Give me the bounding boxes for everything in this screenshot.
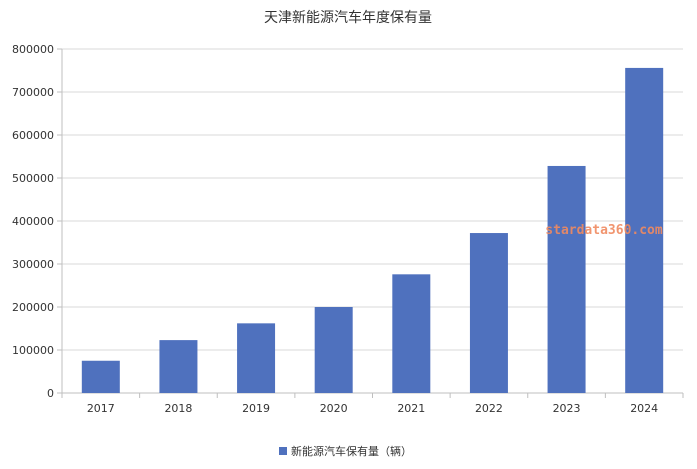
- bar-2017[interactable]: [81, 360, 120, 393]
- x-tick-label: 2020: [320, 402, 348, 415]
- x-tick-label: 2024: [630, 402, 658, 415]
- y-tick-label: 800000: [12, 43, 54, 56]
- bar-2018[interactable]: [159, 340, 198, 393]
- y-tick-label: 0: [47, 387, 54, 400]
- bar-2022[interactable]: [469, 233, 508, 393]
- y-tick-label: 100000: [12, 344, 54, 357]
- y-tick-label: 500000: [12, 172, 54, 185]
- bar-2020[interactable]: [314, 307, 353, 393]
- x-tick-label: 2021: [397, 402, 425, 415]
- bar-2023[interactable]: [547, 165, 586, 393]
- bar-2019[interactable]: [237, 323, 276, 393]
- legend-swatch: [279, 447, 287, 455]
- x-tick-label: 2018: [164, 402, 192, 415]
- gridlines: [62, 48, 683, 351]
- y-tick-labels: 0 100000 200000 300000 400000 500000 600000 700…: [12, 43, 54, 400]
- x-tick-label: 2023: [553, 402, 581, 415]
- y-tick-label: 700000: [12, 86, 54, 99]
- bar-2021[interactable]: [392, 274, 431, 393]
- x-tick-label: 2019: [242, 402, 270, 415]
- legend-label: 新能源汽车保有量（辆）: [291, 444, 412, 458]
- bar-2024[interactable]: [625, 67, 664, 394]
- y-tick-label: 400000: [12, 215, 54, 228]
- y-tick-label: 600000: [12, 129, 54, 142]
- x-tick-labels: 2017 2018 2019 2020 2021 2022 2023 2024: [87, 402, 658, 415]
- y-tick-label: 200000: [12, 301, 54, 314]
- x-tick-label: 2017: [87, 402, 115, 415]
- bars: [81, 67, 664, 394]
- chart-title: 天津新能源汽车年度保有量: [264, 9, 432, 26]
- watermark-text: stardata360.com: [545, 223, 663, 238]
- x-tick-label: 2022: [475, 402, 503, 415]
- legend[interactable]: 新能源汽车保有量（辆）: [279, 444, 412, 458]
- y-tick-label: 300000: [12, 258, 54, 271]
